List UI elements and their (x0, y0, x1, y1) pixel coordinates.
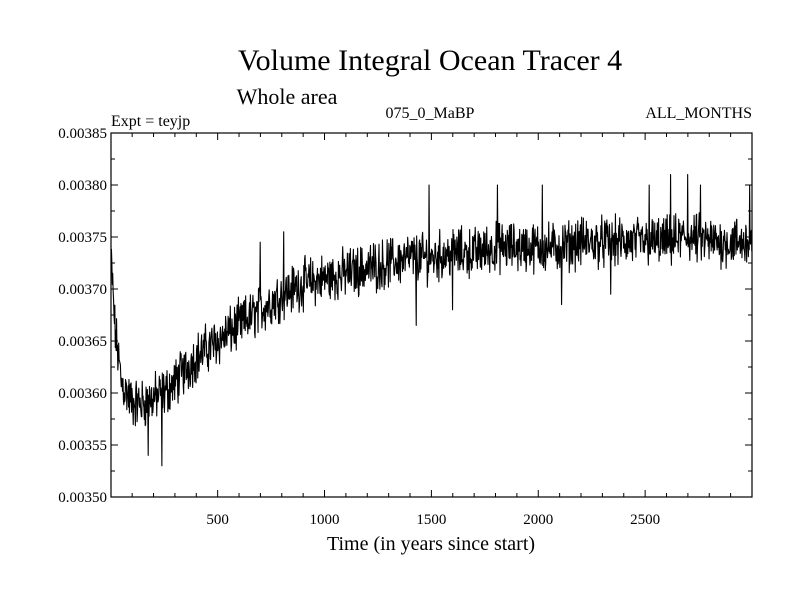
y-tick-label: 0.00375 (58, 230, 107, 246)
period-label: 075_0_MaBP (386, 105, 475, 122)
plot-area: 0.00350 0.00355 0.00360 0.00365 0.00370 0.003… (58, 126, 753, 528)
y-tick-label: 0.00360 (58, 386, 107, 402)
y-tick-label: 0.00380 (58, 178, 107, 194)
x-tick-label: 1000 (310, 512, 340, 528)
x-axis-label: Time (in years since start) (327, 533, 535, 555)
x-tick-label: 500 (206, 512, 229, 528)
x-axis: 500 1000 1500 2000 2500 (131, 133, 732, 528)
y-tick-label: 0.00370 (58, 282, 107, 298)
experiment-label: Expt = teyjp (111, 113, 190, 130)
x-tick-label: 1500 (416, 512, 446, 528)
series-layer (110, 174, 753, 467)
y-tick-label: 0.00355 (58, 438, 107, 454)
y-tick-label: 0.00385 (58, 126, 107, 142)
plot-frame (110, 132, 753, 498)
months-label: ALL_MONTHS (645, 105, 752, 122)
y-tick-label: 0.00350 (58, 490, 107, 506)
x-tick-label: 2000 (523, 512, 553, 528)
y-axis: 0.00350 0.00355 0.00360 0.00365 0.00370 0.003… (58, 126, 752, 506)
chart-subtitle: Whole area (237, 84, 338, 109)
series-line (110, 174, 753, 467)
x-tick-label: 2500 (630, 512, 660, 528)
chart-title: Volume Integral Ocean Tracer 4 (238, 44, 622, 77)
y-tick-label: 0.00365 (58, 334, 107, 350)
